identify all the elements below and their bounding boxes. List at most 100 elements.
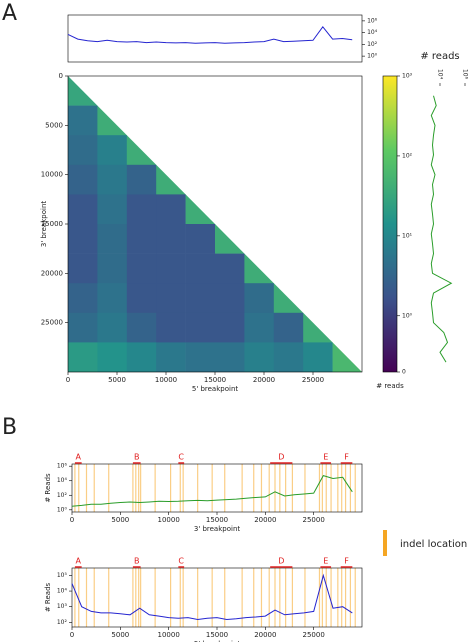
heatmap-cell xyxy=(303,312,333,343)
heatmap-cell xyxy=(244,312,275,343)
x-tick-label: 15000 xyxy=(206,516,228,524)
heatmap-cell xyxy=(97,253,128,284)
heatmap-cell xyxy=(97,135,128,166)
heatmap-cell xyxy=(215,224,245,254)
heatmap-cell xyxy=(185,253,216,284)
y-tick-label: 10⁴ xyxy=(57,477,68,484)
heatmap-cell xyxy=(97,342,128,372)
colorbar-tick-label: 0 xyxy=(402,369,406,376)
axes-frame xyxy=(71,463,363,513)
y-tick-label: 15000 xyxy=(41,220,63,228)
region-label: B xyxy=(134,557,140,566)
heatmap-cell xyxy=(126,342,157,372)
heatmap-cell xyxy=(215,283,245,314)
axes-frame xyxy=(71,567,363,628)
heatmap-cell xyxy=(244,283,275,314)
y-tick-label: 10⁴ xyxy=(367,29,378,36)
heatmap-cell xyxy=(126,312,157,343)
heatmap-cell xyxy=(185,342,216,372)
heatmap-cell xyxy=(97,164,128,195)
x-axis-label: 5' breakpoint xyxy=(192,385,239,393)
legend-label: indel location xyxy=(400,539,467,550)
panel-label: A xyxy=(2,1,17,26)
region-label: A xyxy=(76,557,82,566)
heatmap-cell xyxy=(273,283,304,314)
heatmap-cell xyxy=(126,135,157,166)
x-tick-label: 20000 xyxy=(253,376,275,384)
y-axis-label: # Reads xyxy=(44,473,52,503)
data-line xyxy=(430,95,453,363)
heatmap-cell xyxy=(156,312,186,343)
y-tick-label: 10⁰ xyxy=(367,53,378,60)
colorbar-tick-label: 10³ xyxy=(402,73,413,80)
region-label: C xyxy=(178,557,184,566)
heatmap-cell xyxy=(156,224,186,254)
x-tick-label: 0 xyxy=(66,376,70,384)
colorbar xyxy=(382,75,398,373)
y-tick-label: 10⁰ xyxy=(57,506,68,513)
heatmap-cell xyxy=(215,342,245,372)
heatmap-cell xyxy=(68,253,98,284)
y-tick-label: 10² xyxy=(57,619,68,626)
y-tick-label: 5000 xyxy=(45,121,63,129)
heatmap-cell xyxy=(126,253,157,284)
data-line xyxy=(71,573,353,621)
x-tick-label: 25000 xyxy=(302,376,324,384)
x-tick-label: 5000 xyxy=(111,631,129,639)
heatmap-cell xyxy=(185,312,216,343)
heatmap-cell xyxy=(68,194,98,225)
y-tick-label: 10⁴ xyxy=(57,588,68,595)
heatmap-cell xyxy=(68,76,98,106)
region-label: D xyxy=(278,453,284,462)
colorbar-tick-label: 10¹ xyxy=(402,232,413,239)
x-tick-label: 15000 xyxy=(204,376,226,384)
x-tick-label: 10⁴ xyxy=(437,69,444,80)
heatmap-cell xyxy=(126,164,157,195)
x-tick-label: 10000 xyxy=(155,376,177,384)
data-line xyxy=(67,25,353,44)
heatmap-cell xyxy=(97,194,128,225)
heatmap-cell xyxy=(185,224,216,254)
data-line xyxy=(71,475,353,507)
heatmap-cell xyxy=(244,253,275,284)
heatmap-cell xyxy=(156,194,186,225)
region-label: E xyxy=(323,453,328,462)
x-tick-label: 0 xyxy=(70,516,74,524)
region-label: F xyxy=(344,453,349,462)
x-tick-label: 25000 xyxy=(303,631,325,639)
region-label: D xyxy=(278,557,284,566)
region-label: A xyxy=(76,453,82,462)
x-axis-label: 3' breakpoint xyxy=(194,525,241,533)
heatmap-cell xyxy=(215,312,245,343)
region-label: E xyxy=(323,557,328,566)
heatmap-cell xyxy=(185,194,216,225)
colorbar-tick-label: 10² xyxy=(402,152,413,159)
x-tick-label: 15000 xyxy=(206,631,228,639)
y-tick-label: 25000 xyxy=(41,319,63,327)
heatmap-cell xyxy=(97,283,128,314)
region-label: B xyxy=(134,453,140,462)
region-label: F xyxy=(344,557,349,566)
heatmap-cell xyxy=(156,253,186,284)
heatmap-cell xyxy=(68,135,98,166)
y-tick-label: 10000 xyxy=(41,171,63,179)
heatmap-cell xyxy=(97,105,128,136)
heatmap-cell xyxy=(156,283,186,314)
profile-title: # reads xyxy=(420,51,459,62)
heatmap-cell xyxy=(97,224,128,254)
heatmap-cell xyxy=(68,224,98,254)
x-tick-label: 20000 xyxy=(254,516,276,524)
y-tick-label: 10⁵ xyxy=(57,572,68,579)
y-tick-label: 10³ xyxy=(57,603,68,610)
heatmap-cell xyxy=(244,342,275,372)
y-tick-label: 10⁶ xyxy=(367,17,378,24)
x-tick-label: 10000 xyxy=(158,516,180,524)
legend-swatch xyxy=(383,530,387,556)
axes-frame xyxy=(67,14,363,63)
x-tick-label: 0 xyxy=(70,631,74,639)
heatmap-cell xyxy=(185,283,216,314)
heatmap-cell xyxy=(68,342,98,372)
heatmap-cell xyxy=(126,224,157,254)
x-tick-label: 25000 xyxy=(303,516,325,524)
